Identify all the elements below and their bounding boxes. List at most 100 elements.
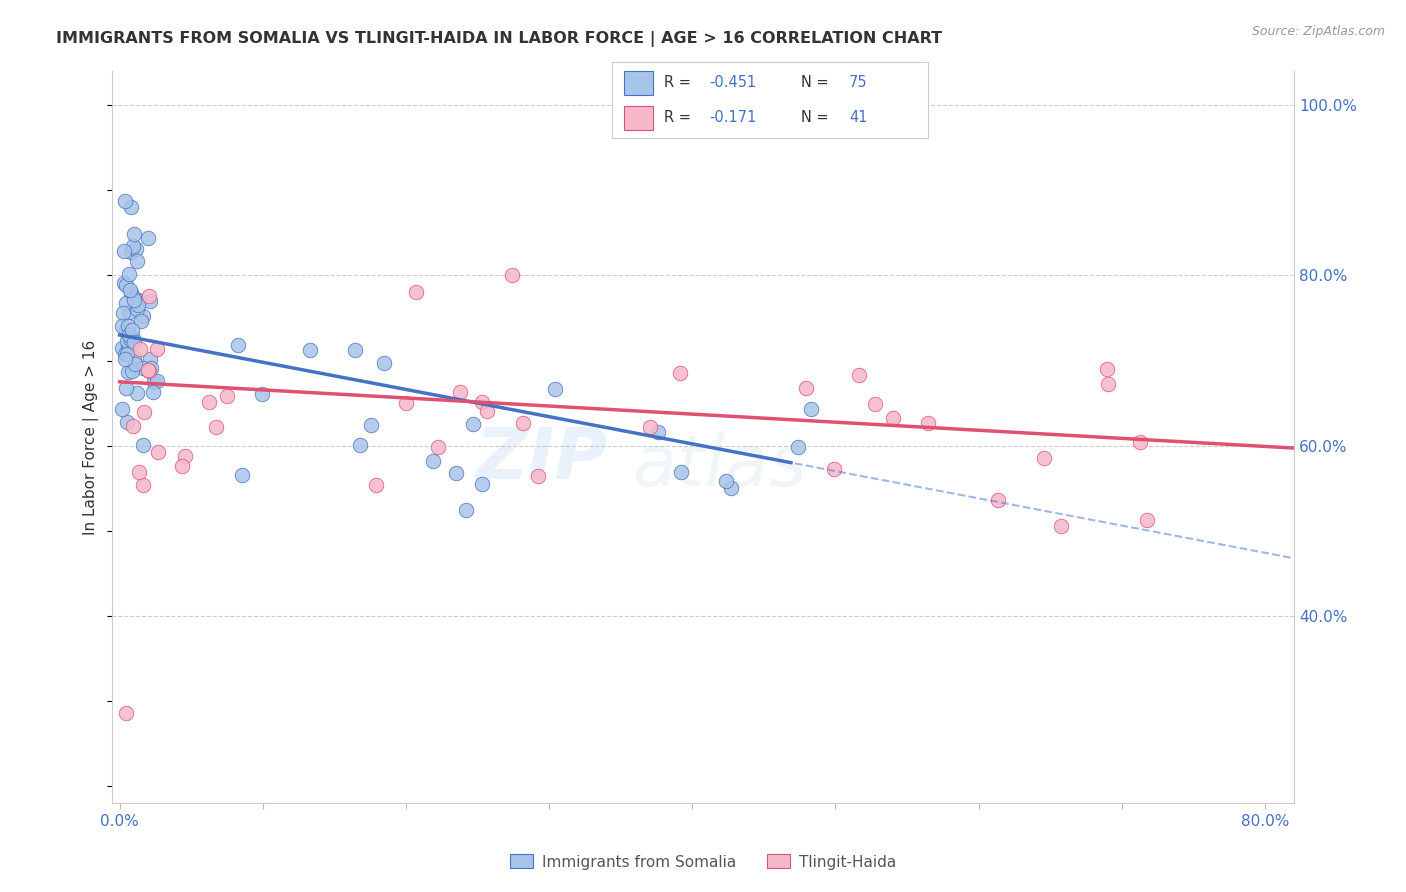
Point	[127, 302, 149, 317]
Point	[349, 438, 371, 452]
Point	[848, 368, 870, 382]
Text: R =: R =	[664, 76, 696, 90]
Point	[132, 438, 155, 452]
Point	[138, 289, 160, 303]
Point	[120, 334, 142, 348]
Point	[122, 291, 145, 305]
Point	[716, 475, 738, 489]
Point	[471, 395, 494, 409]
Y-axis label: In Labor Force | Age > 16: In Labor Force | Age > 16	[83, 340, 100, 534]
Point	[1136, 513, 1159, 527]
Text: 75: 75	[849, 76, 868, 90]
Point	[882, 410, 904, 425]
Point	[373, 356, 395, 370]
Point	[115, 334, 138, 348]
Point	[122, 227, 145, 241]
Point	[118, 305, 141, 319]
Point	[142, 384, 165, 399]
Point	[669, 466, 692, 480]
Text: N =: N =	[801, 76, 834, 90]
Point	[121, 239, 143, 253]
Point	[129, 343, 152, 357]
Point	[141, 361, 163, 376]
Point	[1097, 362, 1119, 376]
Point	[139, 293, 162, 308]
Point	[121, 244, 143, 259]
Point	[127, 298, 149, 312]
Point	[471, 476, 494, 491]
Point	[132, 310, 155, 324]
Point	[111, 341, 134, 355]
Point	[796, 380, 818, 394]
Point	[146, 445, 169, 459]
Point	[117, 346, 139, 360]
Point	[127, 293, 149, 307]
Point	[138, 364, 160, 378]
Point	[114, 323, 136, 337]
Point	[823, 461, 845, 475]
Point	[122, 418, 145, 433]
Point	[118, 328, 141, 343]
Point	[512, 416, 534, 430]
Point	[111, 319, 134, 334]
Point	[170, 458, 193, 473]
Point	[638, 420, 661, 434]
Point	[124, 351, 146, 366]
Point	[146, 374, 169, 388]
Point	[405, 285, 427, 300]
Point	[131, 478, 153, 492]
Text: -0.451: -0.451	[710, 76, 756, 90]
Point	[1097, 376, 1119, 391]
Point	[120, 286, 142, 301]
Point	[217, 389, 239, 403]
Point	[115, 415, 138, 429]
Point	[117, 341, 139, 355]
Point	[669, 366, 692, 380]
Point	[456, 503, 478, 517]
Point	[501, 268, 523, 282]
Point	[111, 402, 134, 417]
Point	[477, 403, 499, 417]
Point	[127, 254, 149, 268]
Point	[250, 386, 273, 401]
Point	[786, 440, 808, 454]
Point	[118, 267, 141, 281]
Text: IMMIGRANTS FROM SOMALIA VS TLINGIT-HAIDA IN LABOR FORCE | AGE > 16 CORRELATION C: IMMIGRANTS FROM SOMALIA VS TLINGIT-HAIDA…	[56, 31, 942, 47]
Text: atlas: atlas	[633, 432, 807, 500]
Text: 41: 41	[849, 111, 868, 125]
Point	[205, 420, 228, 434]
Point	[129, 314, 152, 328]
Point	[1129, 435, 1152, 450]
Text: R =: R =	[664, 111, 696, 125]
Point	[1032, 451, 1054, 466]
Legend: Immigrants from Somalia, Tlingit-Haida: Immigrants from Somalia, Tlingit-Haida	[503, 848, 903, 876]
Point	[122, 293, 145, 307]
Point	[146, 342, 169, 356]
Point	[112, 276, 135, 290]
Point	[228, 338, 250, 352]
Point	[364, 477, 387, 491]
Point	[117, 365, 139, 379]
Point	[143, 375, 166, 389]
Point	[422, 454, 444, 468]
Point	[544, 382, 567, 396]
Point	[121, 331, 143, 345]
Point	[343, 343, 366, 358]
Point	[527, 469, 550, 483]
Point	[111, 306, 134, 320]
Point	[863, 397, 886, 411]
Point	[118, 284, 141, 298]
Point	[114, 352, 136, 367]
Point	[115, 381, 138, 395]
Point	[800, 402, 823, 417]
Point	[121, 364, 143, 378]
Point	[125, 242, 148, 256]
Point	[132, 405, 155, 419]
Point	[173, 450, 195, 464]
Point	[360, 418, 382, 433]
Point	[128, 465, 150, 479]
Point	[298, 343, 321, 357]
Point	[917, 416, 939, 430]
Point	[132, 360, 155, 375]
Point	[112, 244, 135, 258]
